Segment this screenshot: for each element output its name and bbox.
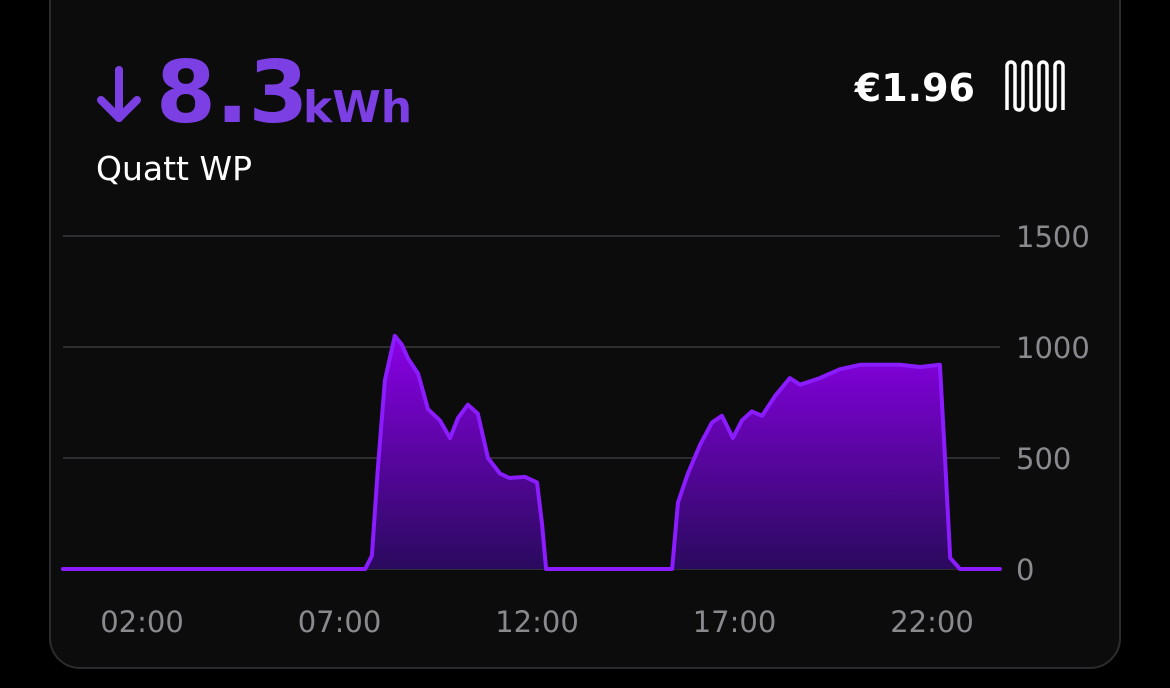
- x-tick-label: 12:00: [495, 605, 579, 639]
- x-tick-label: 07:00: [298, 605, 382, 639]
- heater-icon[interactable]: [1005, 60, 1065, 112]
- x-tick-label: 22:00: [890, 605, 974, 639]
- chart: 0 500 1000 1500 02:00 07:00 12:00 17:00 22:00: [61, 220, 1090, 639]
- y-tick-label: 1500: [1016, 220, 1090, 254]
- energy-value: 8.3: [156, 43, 308, 143]
- down-arrow-icon: [97, 66, 141, 122]
- x-tick-label: 17:00: [693, 605, 777, 639]
- x-tick-label: 02:00: [100, 605, 184, 639]
- area-line: [61, 333, 1002, 571]
- area-fill: [63, 335, 1000, 569]
- y-tick-label: 500: [1016, 442, 1071, 476]
- cost: €1.96: [854, 66, 975, 110]
- y-tick-label: 1000: [1016, 331, 1090, 365]
- device-name: Quatt WP: [96, 149, 252, 188]
- energy-unit: kWh: [303, 82, 412, 133]
- y-tick-label: 0: [1016, 553, 1034, 587]
